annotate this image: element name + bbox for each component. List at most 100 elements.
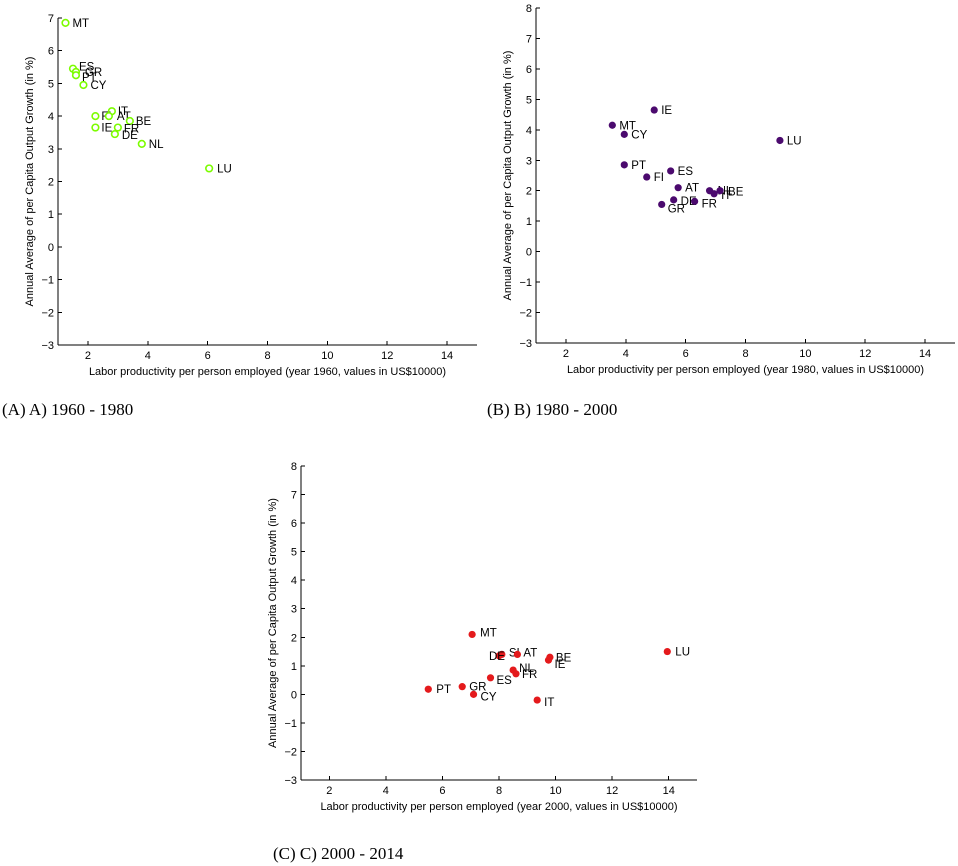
point-label-nl: NL xyxy=(149,139,164,151)
point-label-es: ES xyxy=(497,675,513,687)
data-point-cy xyxy=(469,690,478,698)
data-point-mt xyxy=(468,630,476,639)
y-tick-label: 8 xyxy=(526,3,532,15)
x-tick-label: 12 xyxy=(606,785,618,797)
x-tick-label: 14 xyxy=(919,348,931,360)
data-point-mt xyxy=(61,18,70,28)
panel-caption: (C) C) 2000 - 2014 xyxy=(273,844,404,863)
panel-caption: (B) B) 1980 - 2000 xyxy=(487,400,617,419)
point-label-pt: PT xyxy=(82,72,97,84)
y-tick-label: 4 xyxy=(48,111,54,123)
x-tick-label: 8 xyxy=(742,348,748,360)
data-point-pt xyxy=(424,685,432,693)
data-point-ie xyxy=(91,123,100,132)
point-label-gr: GR xyxy=(85,67,102,79)
x-tick-label: 4 xyxy=(623,348,629,360)
data-point-cy xyxy=(620,130,628,138)
data-point-at xyxy=(513,650,521,659)
y-tick-label: 2 xyxy=(291,632,297,644)
y-tick-label: 4 xyxy=(291,575,297,587)
point-label-pt: PT xyxy=(436,684,451,696)
y-tick-label: −1 xyxy=(519,277,532,289)
point-label-gr: GR xyxy=(469,682,486,694)
data-point-fr xyxy=(113,123,122,132)
x-tick-label: 6 xyxy=(439,785,445,797)
point-label-es: ES xyxy=(678,166,694,178)
x-tick-label: 10 xyxy=(321,350,333,362)
point-label-de: DE xyxy=(489,651,505,663)
data-point-lu xyxy=(205,164,214,173)
point-label-be: BE xyxy=(556,652,572,664)
point-label-be: BE xyxy=(728,187,744,199)
point-label-lu: LU xyxy=(675,647,690,659)
point-label-fr: FR xyxy=(124,124,139,136)
point-label-lu: LU xyxy=(787,135,802,147)
x-axis-label: Labor productivity per person employed (… xyxy=(567,364,924,376)
x-tick-label: 12 xyxy=(859,348,871,360)
point-label-pt: PT xyxy=(631,160,646,172)
data-point-nl xyxy=(137,139,146,148)
y-tick-label: 0 xyxy=(291,689,297,701)
data-point-it xyxy=(710,190,718,198)
y-tick-label: 6 xyxy=(526,64,532,76)
data-point-es xyxy=(486,674,495,682)
data-point-pt xyxy=(71,71,81,80)
point-label-ie: IE xyxy=(101,123,112,135)
y-tick-label: 2 xyxy=(526,186,532,198)
x-tick-label: 10 xyxy=(799,348,811,360)
point-label-ie: IE xyxy=(661,105,672,117)
y-tick-label: 7 xyxy=(48,13,54,25)
data-point-ie xyxy=(544,656,553,664)
data-point-gr xyxy=(458,683,466,691)
y-axis-label: Annual Average of per Capita Output Grow… xyxy=(267,498,279,748)
data-point-fr xyxy=(512,670,520,678)
y-tick-label: 5 xyxy=(526,94,532,106)
data-point-at xyxy=(104,111,113,121)
y-tick-label: 6 xyxy=(291,518,297,530)
point-label-fr: FR xyxy=(702,198,717,210)
point-label-be: BE xyxy=(136,116,152,128)
data-point-de xyxy=(110,129,119,139)
x-tick-label: 14 xyxy=(663,785,675,797)
point-label-it: IT xyxy=(118,106,128,118)
point-label-cy: CY xyxy=(631,129,647,141)
x-tick-label: 2 xyxy=(326,785,332,797)
y-tick-label: 5 xyxy=(291,547,297,559)
data-point-lu xyxy=(663,647,671,656)
data-point-be xyxy=(716,187,724,195)
y-tick-label: 7 xyxy=(526,33,532,45)
y-tick-label: 8 xyxy=(291,461,297,473)
x-tick-label: 2 xyxy=(563,348,569,360)
y-tick-label: −3 xyxy=(519,338,532,350)
point-label-ie: IE xyxy=(555,659,566,671)
y-tick-label: 6 xyxy=(48,46,54,58)
y-tick-label: −1 xyxy=(41,275,54,287)
x-tick-label: 2 xyxy=(85,350,91,362)
x-tick-label: 10 xyxy=(549,785,561,797)
data-point-fi xyxy=(643,173,651,181)
point-label-fi: FI xyxy=(654,172,664,184)
y-tick-label: 1 xyxy=(48,209,54,221)
panel-caption: (A) A) 1960 - 1980 xyxy=(2,400,133,419)
y-tick-label: −2 xyxy=(41,307,54,319)
y-tick-label: 3 xyxy=(48,144,54,156)
data-point-de xyxy=(670,196,678,204)
data-point-it xyxy=(533,696,541,704)
point-label-at: AT xyxy=(685,183,699,195)
point-label-it: IT xyxy=(721,190,731,202)
point-label-lu: LU xyxy=(217,163,232,175)
y-tick-label: 0 xyxy=(48,242,54,254)
x-tick-label: 6 xyxy=(205,350,211,362)
y-tick-label: 4 xyxy=(526,125,532,137)
x-axis-label: Labor productivity per person employed (… xyxy=(320,801,677,813)
point-label-fr: FR xyxy=(522,669,537,681)
y-tick-label: 1 xyxy=(526,216,532,228)
data-point-gr xyxy=(658,200,666,209)
y-tick-label: 5 xyxy=(48,78,54,90)
data-point-lu xyxy=(776,136,784,145)
x-tick-label: 4 xyxy=(145,350,151,362)
